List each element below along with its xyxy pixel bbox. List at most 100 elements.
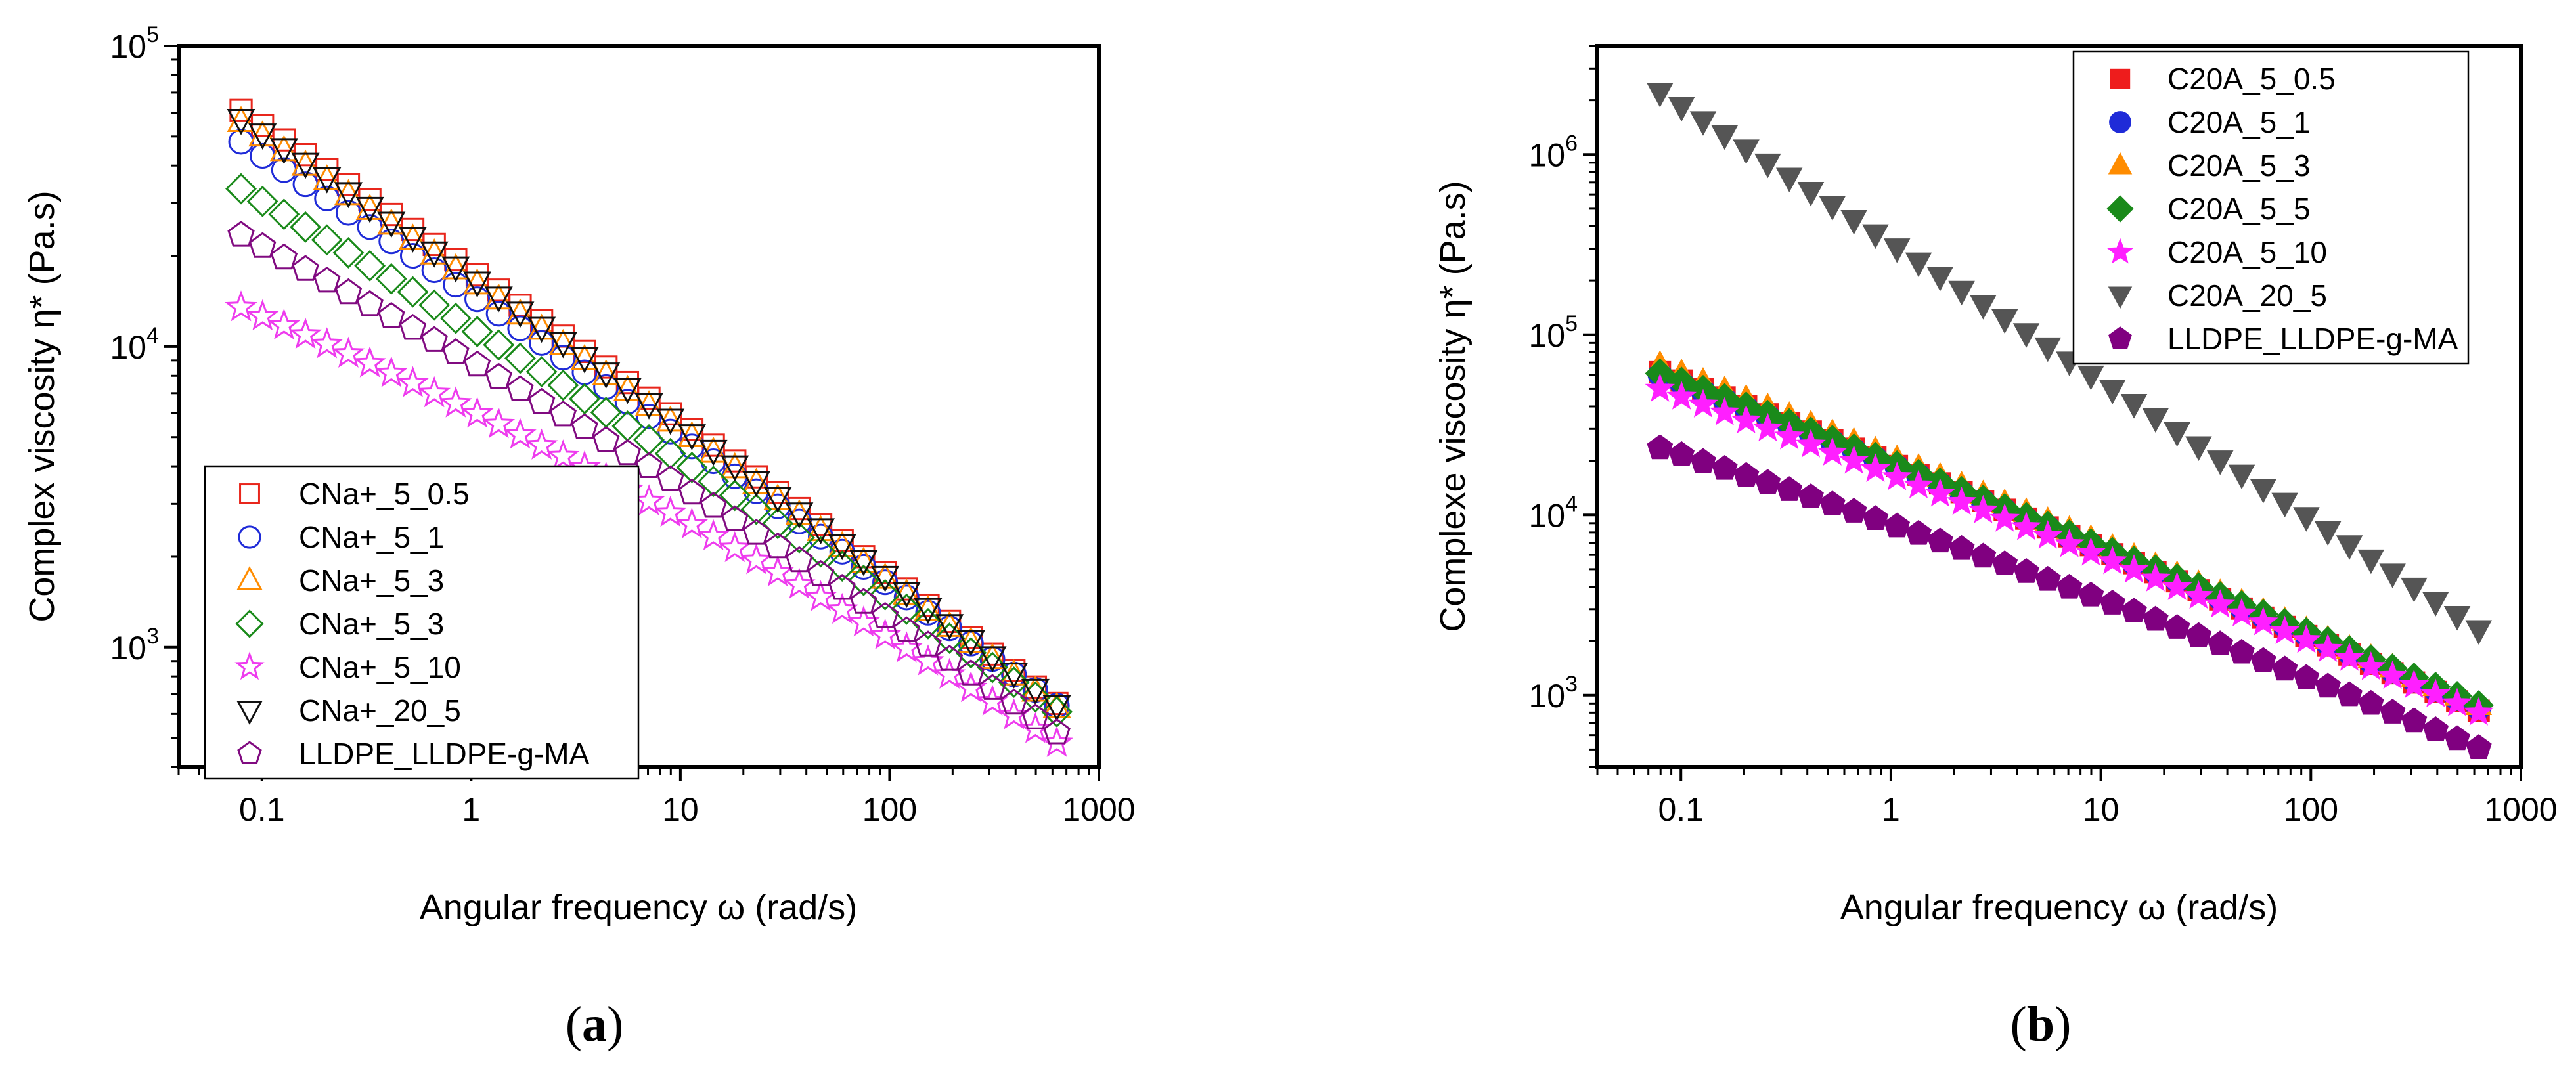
- data-point: [997, 698, 1031, 729]
- data-point: [1645, 373, 1676, 402]
- data-point: [654, 495, 687, 527]
- data-point: [697, 519, 730, 550]
- data-point: [525, 428, 558, 460]
- data-point: [269, 138, 298, 165]
- data-point: [764, 532, 791, 559]
- data-point: [957, 659, 985, 686]
- data-point: [398, 223, 428, 250]
- data-point: [2313, 633, 2343, 663]
- data-point: [2334, 642, 2365, 671]
- data-point: [1948, 534, 1975, 560]
- data-point: [1776, 476, 1803, 501]
- data-point: [698, 466, 730, 498]
- data-point: [294, 143, 317, 167]
- data-point: [1752, 412, 1783, 442]
- data-point: [1690, 448, 1716, 473]
- data-point: [613, 378, 642, 404]
- data-point: [1647, 434, 1674, 460]
- data-point: [332, 237, 365, 269]
- data-point: [2077, 365, 2104, 391]
- data-point: [2443, 605, 2471, 631]
- data-point: [2034, 337, 2062, 362]
- data-point: [464, 286, 491, 313]
- data-point: [657, 465, 684, 491]
- legend-label: CNa+_5_3: [299, 563, 444, 598]
- data-point: [1989, 503, 2020, 532]
- data-point: [1862, 505, 1889, 531]
- legend-marker: [235, 609, 264, 638]
- data-point: [914, 598, 943, 624]
- data-point: [399, 314, 427, 340]
- data-point: [527, 316, 556, 343]
- data-point: [2291, 624, 2322, 653]
- x-tick-label: 1000: [1062, 791, 1135, 828]
- data-point: [443, 272, 469, 298]
- legend-label: C20A_5_0.5: [2167, 62, 2336, 96]
- data-point: [248, 123, 277, 150]
- chart-panel-a: 0.1 1 10 100 1000 103 104 105 Angular frequency…: [22, 22, 1136, 1052]
- data-point: [439, 386, 472, 418]
- data-point: [2250, 479, 2277, 504]
- data-point: [978, 643, 1007, 670]
- data-point: [420, 326, 448, 352]
- legend-a: CNa+_5_0.5 CNa+_5_1 CNa+_5_3 CNa+_5_3 CNa+_5…: [204, 465, 640, 780]
- data-point: [2162, 571, 2192, 600]
- data-point: [782, 567, 816, 599]
- data-point: [978, 646, 1007, 673]
- caption-close-paren-a: ): [607, 997, 623, 1052]
- data-point: [2056, 573, 2083, 599]
- legend-label: CNa+_5_0.5: [299, 477, 470, 511]
- data-point: [334, 179, 363, 206]
- caption-close-paren-b: ): [2054, 997, 2071, 1052]
- data-point: [2012, 323, 2040, 348]
- data-point: [805, 536, 837, 568]
- series-LLDPE_LLDPE-g-MA: [227, 221, 1071, 745]
- data-point: [1840, 210, 1867, 235]
- data-point: [1688, 389, 1718, 418]
- data-point: [740, 493, 772, 525]
- data-point: [439, 302, 472, 334]
- data-point: [246, 299, 279, 331]
- data-point: [460, 397, 494, 428]
- data-point: [2120, 393, 2148, 419]
- legend-marker: [237, 741, 262, 764]
- data-point: [291, 149, 320, 176]
- data-point: [807, 559, 835, 586]
- data-point: [2207, 630, 2234, 655]
- data-point: [935, 611, 964, 637]
- data-point: [311, 224, 343, 256]
- data-point: [763, 487, 792, 513]
- data-point: [1021, 703, 1050, 729]
- data-point: [1775, 167, 1803, 192]
- legend-label: CNa+_5_10: [299, 650, 461, 684]
- data-point: [2465, 620, 2493, 645]
- data-point: [2377, 660, 2408, 689]
- y-tick-label: 104: [1528, 491, 1578, 534]
- data-point: [2422, 716, 2449, 741]
- data-point: [1042, 691, 1071, 718]
- data-point: [482, 407, 516, 439]
- data-point: [807, 515, 835, 542]
- data-point: [1021, 678, 1050, 705]
- data-point: [1754, 469, 1781, 494]
- data-point: [1668, 97, 1695, 122]
- data-point: [355, 196, 384, 223]
- legend-label: CNa+_20_5: [299, 693, 461, 728]
- data-point: [721, 455, 749, 482]
- data-point: [1019, 712, 1052, 743]
- caption-open-paren-a: (: [566, 997, 582, 1052]
- data-point: [721, 505, 749, 531]
- data-point: [613, 439, 642, 466]
- data-point: [2401, 707, 2428, 733]
- data-point: [461, 315, 493, 347]
- data-point: [2164, 614, 2190, 639]
- data-point: [2357, 549, 2385, 575]
- data-point: [463, 271, 492, 298]
- data-point: [548, 332, 577, 359]
- data-point: [1838, 445, 1869, 474]
- data-point: [828, 574, 856, 600]
- data-point: [1000, 688, 1028, 715]
- series-C20A_20_5: [1647, 83, 2493, 645]
- data-point: [826, 550, 858, 582]
